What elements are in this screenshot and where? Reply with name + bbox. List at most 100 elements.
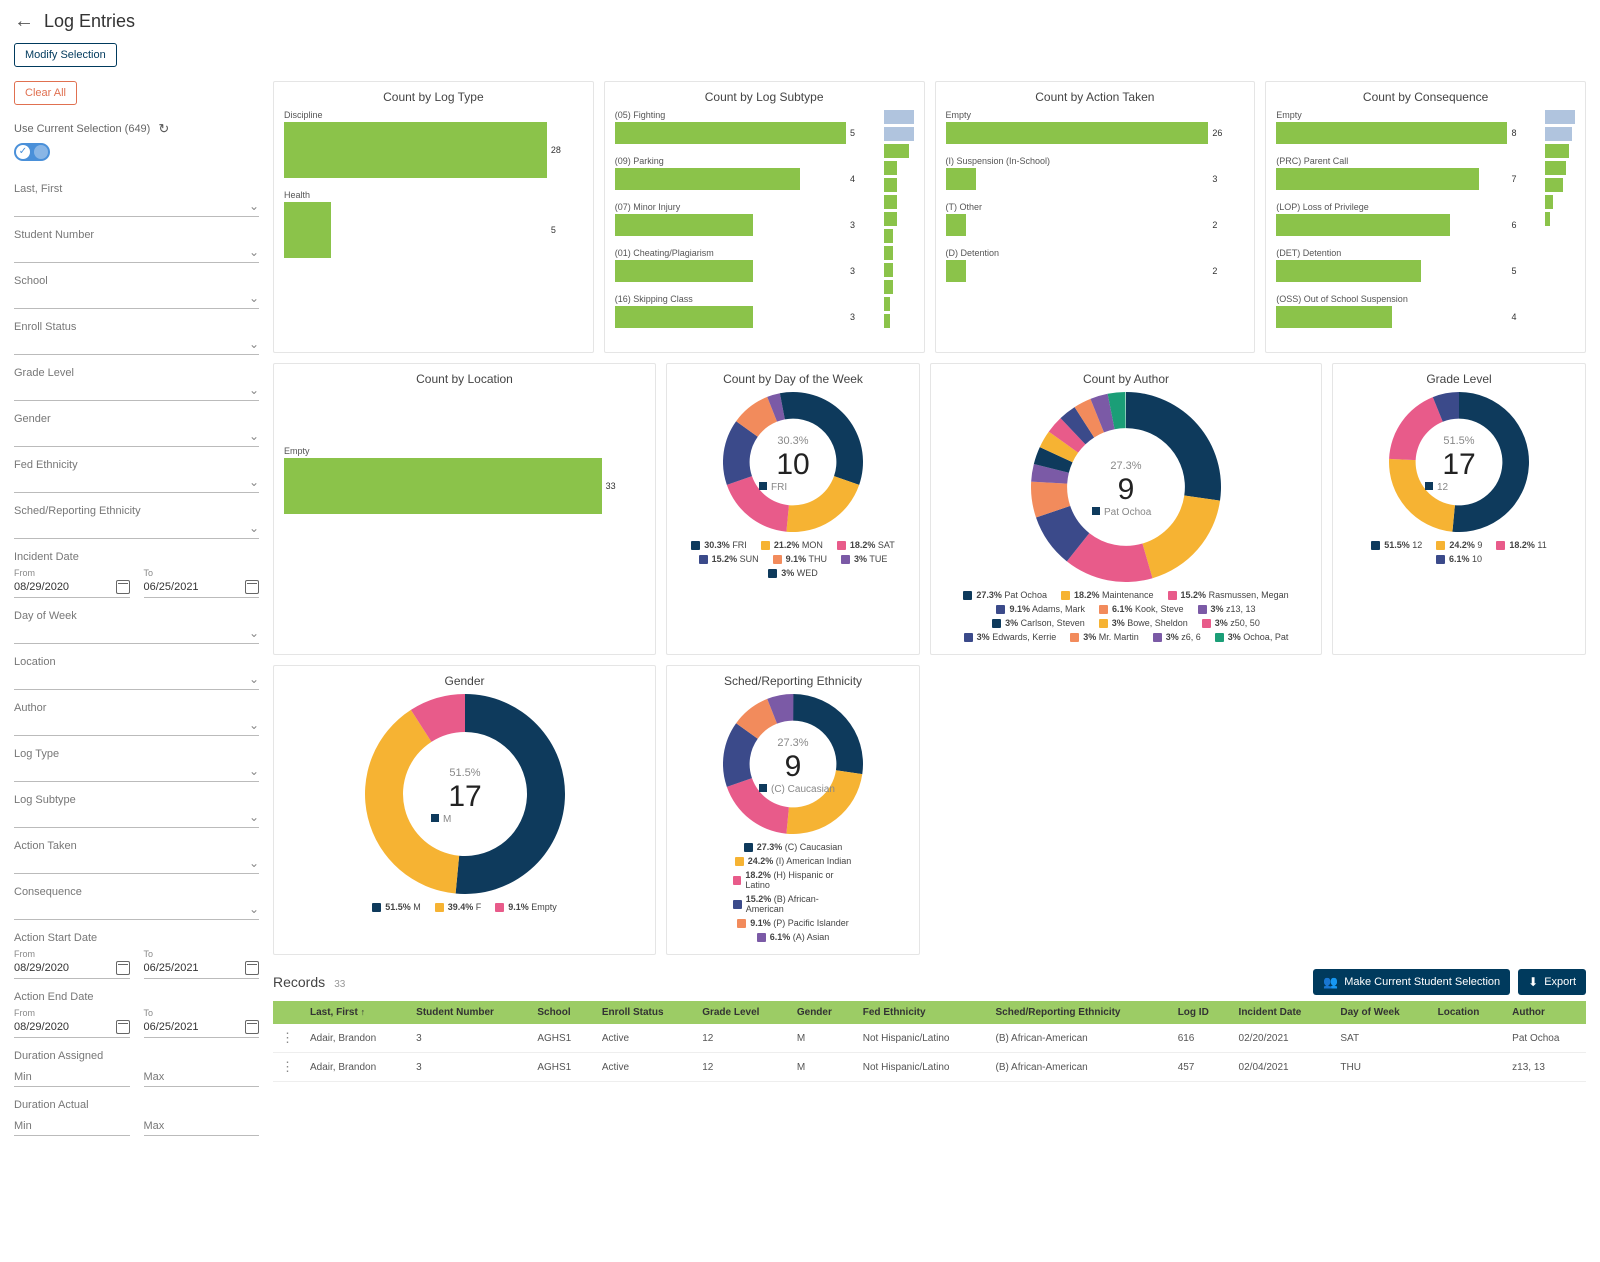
mini-bar[interactable] [884, 195, 898, 209]
legend-item[interactable]: 27.3% Pat Ochoa [963, 590, 1047, 600]
legend-item[interactable]: 3% Ochoa, Pat [1215, 632, 1289, 642]
mini-bar[interactable] [1545, 195, 1553, 209]
donut-slice[interactable] [1389, 397, 1443, 460]
legend-item[interactable]: 6.1% (A) Asian [757, 932, 830, 942]
donut-slice[interactable] [1126, 392, 1221, 501]
table-header[interactable]: Grade Level [694, 1001, 789, 1024]
mini-bar[interactable] [884, 127, 914, 141]
legend-item[interactable]: 18.2% (H) Hispanic or Latino [733, 870, 853, 890]
min-input[interactable]: Min [14, 1065, 130, 1087]
mini-bar[interactable] [884, 229, 893, 243]
legend-item[interactable]: 51.5% 12 [1371, 540, 1422, 550]
mini-bar[interactable] [884, 297, 890, 311]
filter-select-fed-ethnicity[interactable]: ⌄ [14, 474, 259, 493]
date-to-input[interactable]: 06/25/2021 [144, 959, 260, 979]
legend-item[interactable]: 9.1% (P) Pacific Islander [737, 918, 849, 928]
legend-item[interactable]: 3% Edwards, Kerrie [964, 632, 1057, 642]
mini-bar[interactable] [884, 161, 898, 175]
mini-bar[interactable] [884, 280, 893, 294]
bar[interactable] [1276, 260, 1421, 282]
filter-select-student-number[interactable]: ⌄ [14, 244, 259, 263]
legend-item[interactable]: 6.1% 10 [1436, 554, 1482, 564]
legend-item[interactable]: 3% Bowe, Sheldon [1099, 618, 1188, 628]
table-header[interactable]: Log ID [1170, 1001, 1231, 1024]
bar[interactable] [615, 306, 754, 328]
mini-bar[interactable] [884, 246, 893, 260]
legend-item[interactable]: 3% WED [768, 568, 818, 578]
legend-item[interactable]: 6.1% Kook, Steve [1099, 604, 1184, 614]
filter-select-school[interactable]: ⌄ [14, 290, 259, 309]
legend-item[interactable]: 15.2% (B) African-American [733, 894, 853, 914]
legend-item[interactable]: 24.2% (I) American Indian [735, 856, 852, 866]
date-from-input[interactable]: 08/29/2020 [14, 578, 130, 598]
donut-slice[interactable] [365, 710, 459, 894]
back-arrow-icon[interactable]: ← [14, 10, 34, 33]
table-header[interactable]: Gender [789, 1001, 855, 1024]
bar[interactable] [946, 168, 976, 190]
legend-item[interactable]: 3% z13, 13 [1198, 604, 1256, 614]
legend-item[interactable]: 3% Mr. Martin [1070, 632, 1139, 642]
filter-select-log-type[interactable]: ⌄ [14, 763, 259, 782]
date-from-input[interactable]: 08/29/2020 [14, 1018, 130, 1038]
legend-item[interactable]: 51.5% M [372, 902, 421, 912]
legend-item[interactable]: 3% Carlson, Steven [992, 618, 1085, 628]
bar[interactable] [946, 122, 1209, 144]
mini-bar[interactable] [884, 144, 910, 158]
table-header[interactable]: Fed Ethnicity [855, 1001, 988, 1024]
mini-bar[interactable] [1545, 144, 1569, 158]
filter-select-grade-level[interactable]: ⌄ [14, 382, 259, 401]
make-current-selection-button[interactable]: 👥 Make Current Student Selection [1313, 969, 1510, 995]
table-header[interactable]: Incident Date [1231, 1001, 1333, 1024]
mini-bar[interactable] [884, 212, 898, 226]
legend-item[interactable]: 15.2% Rasmussen, Megan [1168, 590, 1289, 600]
bar[interactable] [615, 260, 754, 282]
mini-bar[interactable] [1545, 178, 1563, 192]
donut-slice[interactable] [1142, 495, 1220, 578]
table-header[interactable]: Last, First ↑ [302, 1001, 408, 1024]
use-current-selection-toggle[interactable] [14, 143, 50, 161]
calendar-icon[interactable] [245, 1020, 259, 1034]
filter-select-author[interactable]: ⌄ [14, 717, 259, 736]
legend-item[interactable]: 3% TUE [841, 554, 887, 564]
row-menu-icon[interactable]: ⋮ [281, 1030, 294, 1045]
date-to-input[interactable]: 06/25/2021 [144, 1018, 260, 1038]
legend-item[interactable]: 24.2% 9 [1436, 540, 1482, 550]
modify-selection-button[interactable]: Modify Selection [14, 43, 117, 67]
clear-all-button[interactable]: Clear All [14, 81, 77, 105]
bar[interactable] [946, 260, 966, 282]
legend-item[interactable]: 39.4% F [435, 902, 482, 912]
mini-bar[interactable] [1545, 127, 1572, 141]
export-button[interactable]: ⬇ Export [1518, 969, 1586, 995]
legend-item[interactable]: 18.2% 11 [1496, 540, 1546, 550]
calendar-icon[interactable] [116, 961, 130, 975]
calendar-icon[interactable] [245, 580, 259, 594]
table-header[interactable]: Location [1430, 1001, 1505, 1024]
filter-select-gender[interactable]: ⌄ [14, 428, 259, 447]
legend-item[interactable]: 27.3% (C) Caucasian [744, 842, 843, 852]
mini-bar[interactable] [1545, 212, 1550, 226]
mini-bar[interactable] [1545, 110, 1575, 124]
legend-item[interactable]: 3% z6, 6 [1153, 632, 1201, 642]
bar[interactable] [1276, 214, 1449, 236]
filter-select-enroll-status[interactable]: ⌄ [14, 336, 259, 355]
table-header[interactable]: Student Number [408, 1001, 529, 1024]
legend-item[interactable]: 21.2% MON [761, 540, 823, 550]
table-header[interactable]: Day of Week [1332, 1001, 1429, 1024]
legend-item[interactable]: 9.1% Empty [495, 902, 557, 912]
calendar-icon[interactable] [116, 580, 130, 594]
table-header[interactable]: School [529, 1001, 593, 1024]
date-from-input[interactable]: 08/29/2020 [14, 959, 130, 979]
legend-item[interactable]: 18.2% Maintenance [1061, 590, 1154, 600]
filter-select-location[interactable]: ⌄ [14, 671, 259, 690]
bar[interactable] [284, 458, 602, 514]
legend-item[interactable]: 30.3% FRI [691, 540, 747, 550]
refresh-icon[interactable]: ↻ [158, 121, 169, 137]
bar[interactable] [615, 168, 800, 190]
filter-select-sched-ethnicity[interactable]: ⌄ [14, 520, 259, 539]
table-row[interactable]: ⋮Adair, Brandon3AGHS1Active12MNot Hispan… [273, 1053, 1586, 1082]
min-input[interactable]: Min [14, 1114, 130, 1136]
legend-item[interactable]: 3% z50, 50 [1202, 618, 1260, 628]
bar[interactable] [946, 214, 966, 236]
filter-select-day-of-week[interactable]: ⌄ [14, 625, 259, 644]
bar[interactable] [284, 122, 547, 178]
